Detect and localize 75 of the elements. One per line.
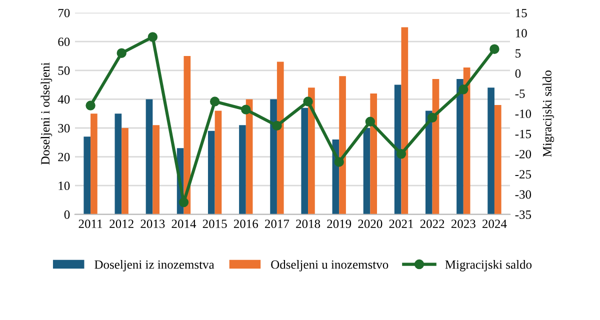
bar xyxy=(239,125,246,214)
bar xyxy=(308,88,315,214)
y-tick-label: 20 xyxy=(58,152,70,162)
legend-label: Odseljeni u inozemstvo xyxy=(271,260,388,272)
bar xyxy=(401,27,408,214)
x-tick-label: 2015 xyxy=(202,220,227,228)
y2-tick-label: -15 xyxy=(515,130,532,138)
y-tick-label: 50 xyxy=(58,66,70,75)
x-tick-label: 2019 xyxy=(327,220,352,228)
y-tick-label: 0 xyxy=(64,210,70,219)
point xyxy=(490,44,500,54)
point xyxy=(427,112,438,122)
y2-tick-label: -35 xyxy=(515,210,532,219)
legend-label: Doseljeni iz inozemstva xyxy=(94,260,214,272)
y2-axis-title: Migracijski saldo xyxy=(542,70,554,157)
point xyxy=(458,84,468,94)
y-axis-title: Doseljeni i odseljeni xyxy=(40,62,52,165)
y-tick-label: 60 xyxy=(58,38,70,46)
bar xyxy=(270,99,277,214)
bar xyxy=(456,79,464,214)
y2-tick-label: 5 xyxy=(516,49,521,58)
point xyxy=(178,197,189,208)
bar xyxy=(208,130,215,214)
bar xyxy=(339,76,346,214)
point xyxy=(396,149,406,159)
x-tick-label: 2017 xyxy=(265,220,290,228)
y2-tick-label: -20 xyxy=(515,150,532,158)
bar xyxy=(122,128,128,214)
y2-tick-label: -10 xyxy=(515,110,532,118)
y2-tick-label: 0 xyxy=(515,69,521,78)
point xyxy=(365,116,376,127)
x-tick-label: 2022 xyxy=(420,220,444,228)
y2-tick-label: -25 xyxy=(515,170,532,179)
point xyxy=(241,104,251,114)
point xyxy=(86,100,96,110)
y-tick-label: 30 xyxy=(58,124,70,132)
y-tick-label: 10 xyxy=(58,182,70,190)
point xyxy=(148,32,158,42)
bar xyxy=(84,136,91,214)
bar xyxy=(90,114,98,214)
point xyxy=(303,96,313,106)
legend-label: Migracijski saldo xyxy=(445,260,532,272)
bar xyxy=(370,93,378,214)
point xyxy=(116,48,126,58)
bar xyxy=(152,125,160,214)
bar xyxy=(432,79,440,214)
y2-tick-label: 10 xyxy=(516,28,527,38)
point xyxy=(210,96,220,106)
y2-tick-label: -30 xyxy=(515,190,532,199)
x-tick-label: 2024 xyxy=(482,220,507,228)
x-tick-label: 2014 xyxy=(172,220,196,228)
x-tick-label: 2021 xyxy=(389,220,413,228)
bar xyxy=(363,128,370,214)
y-tick-label: 70 xyxy=(58,8,70,18)
x-tick-label: 2016 xyxy=(234,220,258,228)
bar xyxy=(214,110,222,214)
y-tick-label: 40 xyxy=(58,95,70,104)
x-tick-label: 2018 xyxy=(296,220,320,228)
bar xyxy=(276,62,284,214)
point xyxy=(334,157,344,167)
x-tick-label: 2020 xyxy=(358,220,382,228)
x-tick-label: 2011 xyxy=(78,220,102,228)
bar xyxy=(494,104,502,214)
x-tick-label: 2012 xyxy=(110,220,134,228)
bar xyxy=(301,108,308,214)
point xyxy=(272,120,282,131)
bar xyxy=(488,88,494,214)
x-tick-label: 2013 xyxy=(140,220,165,228)
bar xyxy=(463,68,470,214)
bar xyxy=(425,110,432,214)
y2-tick-label: 15 xyxy=(516,8,527,18)
bar xyxy=(146,99,153,214)
bar xyxy=(114,114,122,214)
x-tick-label: 2023 xyxy=(451,220,476,228)
y2-tick-label: -5 xyxy=(515,90,525,98)
